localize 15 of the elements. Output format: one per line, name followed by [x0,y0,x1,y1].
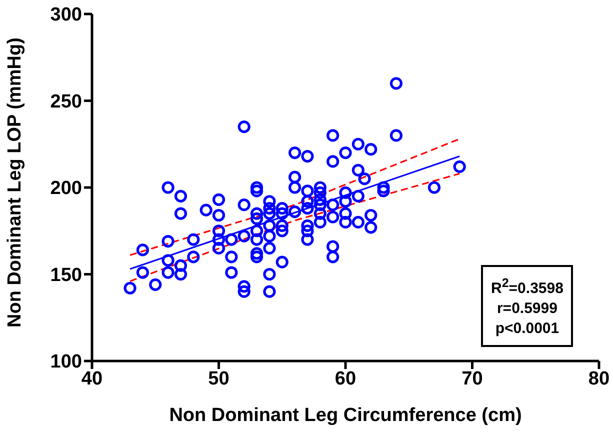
annotation: p<0.0001 [494,319,560,339]
y-axis-title: Non Dominant Leg LOP (mmHg) [4,38,26,328]
y-tick-label: 150 [50,264,82,286]
annotation: R$^{2}$=0.3598 [491,275,564,299]
x-tick-label: 50 [208,368,230,390]
y-tick-label: 200 [50,178,82,200]
x-tick-label: 70 [462,368,483,390]
y-tick-label: 250 [50,91,82,112]
y-tick-label: 100 [50,352,82,373]
x-tick-label: 80 [588,368,610,390]
annotation: r=0.5999 [496,299,558,319]
x-axis-title: Non Dominant Leg Circumference (cm) [169,405,522,426]
x-tick-label: 40 [81,368,103,390]
x-tick-label: 60 [334,368,356,390]
y-tick-label: 300 [50,4,82,26]
